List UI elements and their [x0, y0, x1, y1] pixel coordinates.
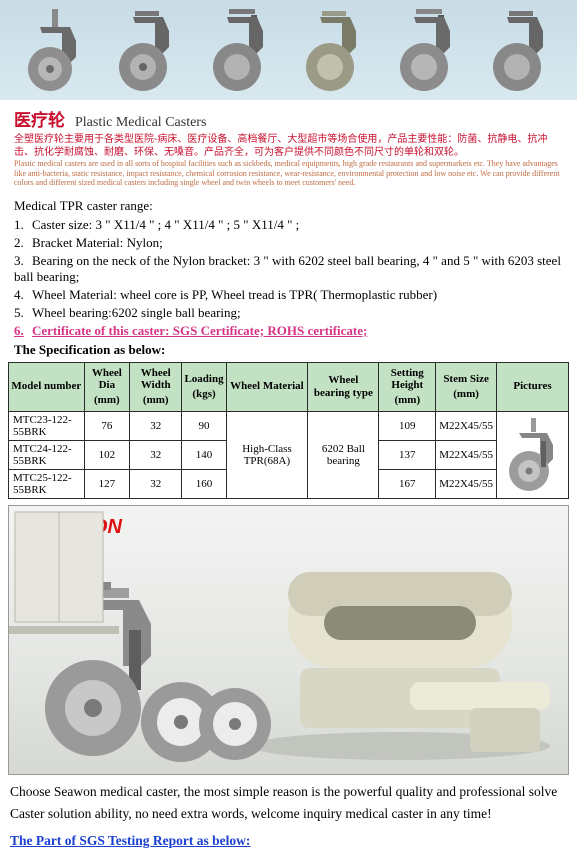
caster-icon-5	[394, 5, 464, 95]
cell-dia: 127	[84, 469, 129, 498]
th-bearing: Wheel bearing type	[308, 362, 379, 411]
cell-material: High-Class TPR(68A)	[226, 411, 308, 498]
spec-item: 1.Caster size: 3 " X11/4 " ; 4 " X11/4 "…	[14, 216, 563, 234]
caster-icon-6	[487, 5, 557, 95]
cell-height: 167	[379, 469, 436, 498]
th-model: Model number	[9, 362, 85, 411]
cell-height: 137	[379, 440, 436, 469]
table-row: MTC23-122-55BRK 76 32 90 High-Class TPR(…	[9, 411, 569, 440]
spec-item-cert: 6.Certificate of this caster: SGS Certif…	[14, 322, 563, 340]
cell-model: MTC25-122-55BRK	[9, 469, 85, 498]
cell-picture	[497, 411, 569, 498]
th-width: Wheel Width(mm)	[130, 362, 182, 411]
spec-list: 1.Caster size: 3 " X11/4 " ; 4 " X11/4 "…	[0, 216, 577, 340]
cell-model: MTC24-122-55BRK	[9, 440, 85, 469]
window-icon	[9, 506, 129, 676]
table-header-row: Model number Wheel Dia(mm) Wheel Width(m…	[9, 362, 569, 411]
th-stem: Stem Size(mm)	[436, 362, 497, 411]
spec-item: 2.Bracket Material: Nylon;	[14, 234, 563, 252]
th-height: Setting Height(mm)	[379, 362, 436, 411]
spec-text: Wheel Material: wheel core is PP, Wheel …	[32, 287, 437, 302]
th-material: Wheel Material	[226, 362, 308, 411]
caster-icon-1	[20, 5, 90, 95]
caster-icon-3	[207, 5, 277, 95]
spec-text: Caster size: 3 " X11/4 " ; 4 " X11/4 " ;…	[32, 217, 299, 232]
title-cn: 医疗轮	[14, 111, 65, 130]
spec-text: Bearing on the neck of the Nylon bracket…	[14, 253, 561, 284]
spec-below-heading: The Specification as below:	[0, 340, 577, 362]
desc-en: Plastic medical casters are used in all …	[0, 159, 577, 194]
bottom-text-2: Caster solution ability, no need extra w…	[0, 803, 577, 825]
cell-load: 160	[182, 469, 226, 498]
cell-dia: 102	[84, 440, 129, 469]
spec-text: Bracket Material: Nylon;	[32, 235, 163, 250]
cell-height: 109	[379, 411, 436, 440]
cert-text: Certificate of this caster: SGS Certific…	[32, 323, 367, 338]
spec-item: 3.Bearing on the neck of the Nylon brack…	[14, 252, 563, 286]
th-dia: Wheel Dia(mm)	[84, 362, 129, 411]
cell-width: 32	[130, 411, 182, 440]
cell-stem: M22X45/55	[436, 411, 497, 440]
cell-bearing: 6202 Ball bearing	[308, 411, 379, 498]
title-en: Plastic Medical Casters	[75, 115, 206, 130]
desc-cn: 全塑医疗轮主要用于各类型医院-病床、医疗设备、高档餐厅、大型超市等场合使用，产品…	[0, 133, 577, 159]
caster-icon-4	[300, 5, 370, 95]
th-pic: Pictures	[497, 362, 569, 411]
caster-icon-2	[113, 5, 183, 95]
cell-load: 90	[182, 411, 226, 440]
twin-wheel-icon	[139, 666, 279, 766]
machine-icon	[240, 518, 560, 768]
cell-stem: M22X45/55	[436, 440, 497, 469]
cell-load: 140	[182, 440, 226, 469]
banner	[0, 0, 577, 100]
cell-width: 32	[130, 469, 182, 498]
cell-stem: M22X45/55	[436, 469, 497, 498]
title-row: 医疗轮 Plastic Medical Casters	[0, 100, 577, 133]
cell-width: 32	[130, 440, 182, 469]
spec-item: 5.Wheel bearing:6202 single ball bearing…	[14, 304, 563, 322]
cell-model: MTC23-122-55BRK	[9, 411, 85, 440]
hero-image: SEAWON	[8, 505, 569, 775]
th-load: Loading(kgs)	[182, 362, 226, 411]
spec-table: Model number Wheel Dia(mm) Wheel Width(m…	[8, 362, 569, 499]
cell-dia: 76	[84, 411, 129, 440]
range-heading: Medical TPR caster range:	[0, 194, 577, 216]
spec-item: 4.Wheel Material: wheel core is PP, Whee…	[14, 286, 563, 304]
sgs-heading: The Part of SGS Testing Report as below:	[0, 825, 577, 855]
spec-text: Wheel bearing:6202 single ball bearing;	[32, 305, 241, 320]
